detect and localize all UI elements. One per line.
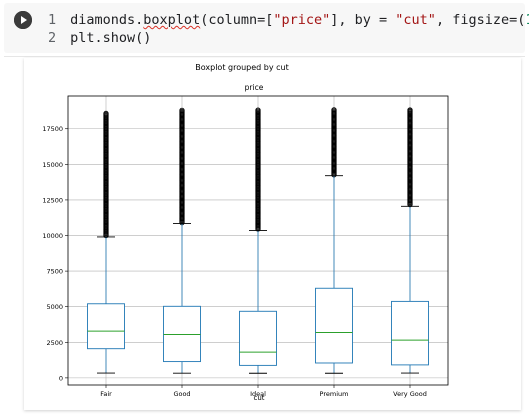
box-iqr [391,300,429,366]
code-token: , figsize=( [435,12,526,28]
boxplot-chart: Boxplot grouped by cut price cut 0 2500 50… [42,63,449,402]
line-number: 2 [48,30,57,46]
code-number: 10 [525,12,529,28]
play-icon [14,11,32,29]
x-tick-label: Premium [320,390,349,398]
code-line-2[interactable]: 2 plt.show() [48,29,529,47]
code-line-1[interactable]: 1 diamonds.boxplot(column=["price"], by … [48,11,529,29]
box-iqr [239,310,277,366]
y-tick-label: 12500 [42,196,63,204]
code-token: (column=[ [200,12,274,28]
code-token: plt.show() [70,30,152,46]
x-tick-label: Very Good [393,390,427,398]
x-axis-label: cut [253,394,264,402]
y-tick-label: 2500 [46,339,63,347]
y-tick-label: 10000 [42,232,63,240]
plot-area: 0 2500 5000 7500 10000 12500 15000 17500 Fair Goo… [42,95,449,398]
code-token: diamonds. [70,12,144,28]
chart-title: Boxplot grouped by cut [195,63,288,72]
code-string: "cut" [395,12,436,28]
x-tick-label: Good [173,390,190,398]
output-figure-frame: Boxplot grouped by cut price cut 0 2500 50… [24,58,521,410]
run-cell-button[interactable] [14,11,32,29]
box-iqr [163,305,201,363]
y-tick-label: 7500 [46,268,63,276]
code-lines: 1 diamonds.boxplot(column=["price"], by … [48,11,529,47]
line-number: 1 [48,12,57,28]
chart-subtitle: price [245,83,264,92]
y-tick-label: 15000 [42,161,63,169]
code-string: "price" [273,12,331,28]
code-token-boxplot: boxplot [143,12,201,28]
x-tick-label: Fair [100,390,112,398]
box-iqr [87,303,125,350]
x-tick-label: Ideal [250,390,266,398]
y-tick-label: 17500 [42,125,63,133]
y-tick-label: 0 [59,374,63,382]
y-tick-label: 5000 [46,303,63,311]
code-editor[interactable]: 1 diamonds.boxplot(column=["price"], by … [4,3,529,53]
box-iqr [315,287,353,364]
code-token: ], by = [330,12,396,28]
plot-frame [67,95,449,386]
